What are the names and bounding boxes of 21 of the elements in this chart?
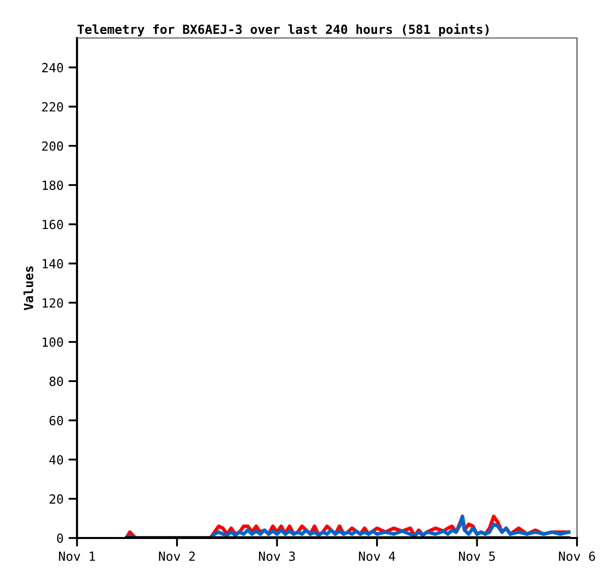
x-tick-label: Nov 2 — [159, 551, 195, 561]
y-tick-label: 100 — [42, 337, 63, 347]
y-tick-label: 20 — [50, 494, 63, 504]
y-tick-label: 140 — [42, 258, 63, 268]
x-tick-label: Nov 1 — [59, 552, 95, 561]
x-tick-label: Nov 6 — [559, 551, 596, 561]
y-tick-label: 160 — [42, 220, 63, 230]
x-tick-label: Nov 3 — [259, 551, 295, 561]
y-tick-label: 120 — [42, 298, 63, 308]
y-tick-label: 0 — [57, 534, 63, 543]
y-tick-label: 240 — [42, 62, 63, 72]
y-tick-label: 40 — [49, 455, 63, 465]
y-tick-label: 60 — [50, 416, 63, 426]
y-axis-title: Values — [24, 266, 34, 310]
y-tick-label: 220 — [42, 102, 63, 112]
y-tick-label: 180 — [42, 180, 63, 190]
x-tick-label: Nov 5 — [459, 552, 495, 561]
y-tick-label: 80 — [50, 376, 63, 386]
y-tick-label: 200 — [42, 141, 63, 151]
chart-title: Telemetry for BX6AEJ-3 over last 240 hours (581 points) — [78, 24, 489, 36]
x-tick-label: Nov 4 — [359, 552, 396, 561]
